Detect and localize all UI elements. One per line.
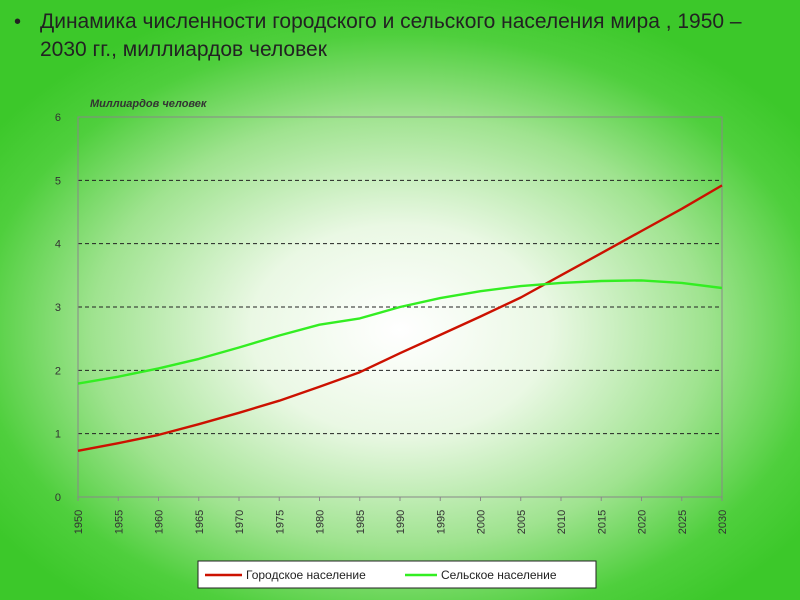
x-tick-label: 2015 (596, 510, 608, 534)
y-tick-label: 6 (55, 112, 61, 124)
x-tick-label: 2000 (476, 510, 488, 534)
x-tick-label: 1965 (194, 510, 206, 534)
y-tick-label: 1 (55, 429, 61, 441)
y-tick-label: 4 (55, 239, 61, 251)
x-tick-label: 2020 (637, 510, 649, 534)
gridlines (78, 116, 722, 435)
legend-box (197, 560, 597, 589)
series-lines (77, 184, 723, 452)
x-tick-label: 2025 (677, 510, 689, 534)
slide-title: • Динамика численности городского и сель… (14, 8, 784, 64)
x-tick-label: 1985 (355, 510, 367, 534)
legend-label: Сельское население (441, 568, 557, 582)
x-tick-label: 1950 (73, 510, 85, 534)
x-tick-label: 1980 (315, 510, 327, 534)
y-tick-label: 2 (55, 365, 61, 377)
y-axis-label: Миллиардов человек (90, 98, 208, 110)
legend-label: Городское население (246, 568, 366, 582)
x-tick-label: 2030 (717, 510, 729, 534)
x-tick-label: 1955 (113, 510, 125, 534)
urban-population-line (77, 184, 723, 452)
x-tick-label: 1990 (395, 510, 407, 534)
x-tick-label: 1970 (234, 510, 246, 534)
y-tick-label: 0 (55, 492, 61, 504)
x-tick-label: 1975 (274, 510, 286, 534)
x-tick-label: 2010 (556, 510, 568, 534)
y-tick-label: 3 (55, 302, 61, 314)
bullet-icon: • (14, 11, 22, 33)
x-axis-ticks: 1950 1955 1960 1965 1970 1975 1980 1985 1990 1995… (73, 497, 729, 534)
y-axis-ticks: 0 1 2 3 4 5 6 (55, 112, 61, 504)
slide-title-text: Динамика численности городского и сельск… (40, 10, 742, 61)
legend: Городское население Сельское население (197, 560, 597, 589)
x-tick-label: 2005 (516, 510, 528, 534)
x-tick-label: 1995 (435, 510, 447, 534)
x-tick-label: 1960 (154, 510, 166, 534)
rural-population-line (77, 279, 723, 385)
y-tick-label: 5 (55, 175, 61, 187)
